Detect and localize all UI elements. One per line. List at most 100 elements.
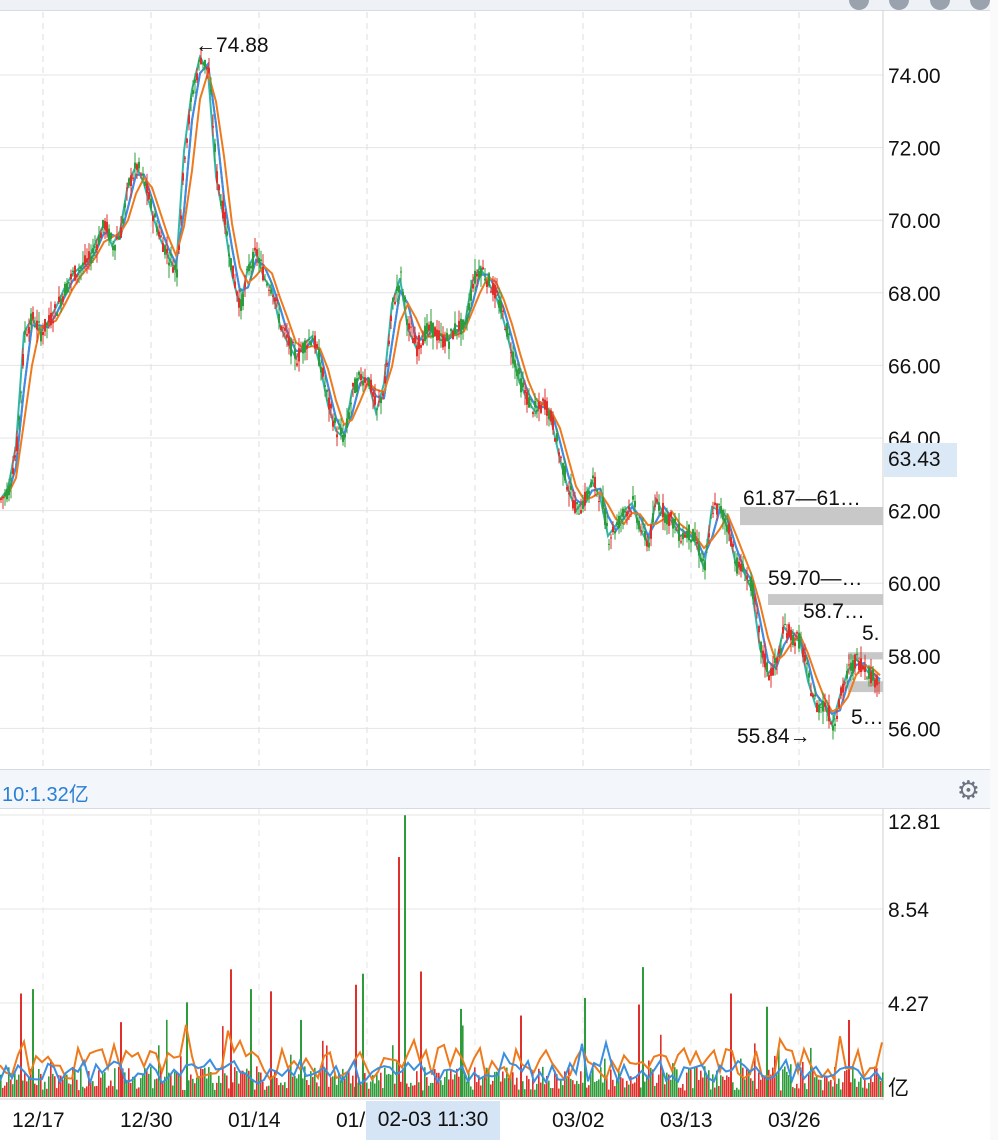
candle [780,648,782,653]
volume-bar [284,1082,286,1097]
candle [826,710,828,713]
volume-bar [800,1067,802,1097]
candle [770,668,772,676]
candle [410,326,412,328]
candle [846,670,848,679]
candle [358,371,360,376]
volume-ma-lines [0,1024,883,1087]
candle [584,491,586,506]
volume-bar [54,1076,56,1097]
toolbar-circle-icon[interactable] [929,0,950,10]
volume-bar [780,1090,782,1097]
candle [688,524,690,541]
volume-bar [232,1082,234,1097]
volume-bar [482,1078,484,1097]
candle [48,315,50,323]
volume-bar [652,1069,654,1097]
candle [592,475,594,479]
volume-bar [276,1078,278,1097]
candle [470,289,472,301]
volume-bar [324,1069,326,1097]
candle [274,298,276,302]
candle [650,525,652,539]
volume-bar [748,1070,750,1097]
volume-bar [804,1083,806,1097]
volume-bar [806,1089,808,1097]
volume-bar [538,1068,540,1097]
candle [678,523,680,541]
candle [644,531,646,540]
candle [266,283,268,286]
volume-bar [638,1004,640,1097]
volume-bar [508,1077,510,1097]
volume-bar [558,1088,560,1097]
candle [586,491,588,499]
candle [636,517,638,523]
candle [832,725,834,731]
candle [384,376,386,384]
toolbar-gear-icon[interactable] [970,0,990,10]
volume-bar [154,1079,156,1097]
volume-bar [552,1088,554,1097]
candle [620,518,622,520]
candle [756,612,758,614]
volume-bar [310,1071,312,1097]
candle [132,177,134,179]
volume-bar [456,1068,458,1097]
volume-bar [386,1074,388,1097]
candle [648,542,650,548]
candle [634,500,636,508]
volume-bar [646,1074,648,1097]
candle [258,258,260,263]
gear-icon[interactable]: ⚙ [956,775,980,805]
volume-bar [266,1086,268,1097]
volume-bar [292,1076,294,1097]
candle [146,183,148,194]
volume-bar [544,1084,546,1097]
volume-bar [6,1082,8,1097]
volume-bar [838,1078,840,1097]
volume-bar [342,1068,344,1097]
candle [90,256,92,264]
candle [628,506,630,510]
candle [288,336,290,346]
volume-bar [312,1076,314,1097]
candle [116,237,118,240]
volume-bar [682,1084,684,1097]
candle [184,157,186,159]
candle [38,321,40,323]
volume-bar [768,1069,770,1097]
candle [874,679,876,688]
toolbar-circle-icon[interactable] [848,0,869,10]
volume-bar [642,967,644,1097]
volume-bar [4,1085,6,1097]
toolbar-circle-icon[interactable] [889,0,910,10]
candle [428,324,430,331]
candle [430,321,432,332]
candle [280,325,282,331]
candle [510,352,512,354]
candle [566,486,568,490]
volume-bar [390,1074,392,1097]
volume-bar [528,1079,530,1097]
candle [682,532,684,540]
candle [194,79,196,83]
crosshair-time-label: 02-03 11:30 [366,1101,500,1140]
volume-bar [530,1089,532,1097]
candle [392,297,394,302]
volume-bar [190,1074,192,1097]
volume-bar [504,1078,506,1097]
price-axis: 74.0072.0070.0068.0066.0064.0062.0060.00… [888,65,941,741]
candle [720,505,722,514]
candle [574,500,576,513]
candle [448,341,450,349]
volume-bar [216,1082,218,1097]
candle [100,232,102,239]
volume-bar [188,1080,190,1097]
volume-bar [770,1074,772,1097]
volume-bar [684,1090,686,1097]
candle [304,340,306,353]
candle [88,251,90,260]
candle [284,327,286,331]
